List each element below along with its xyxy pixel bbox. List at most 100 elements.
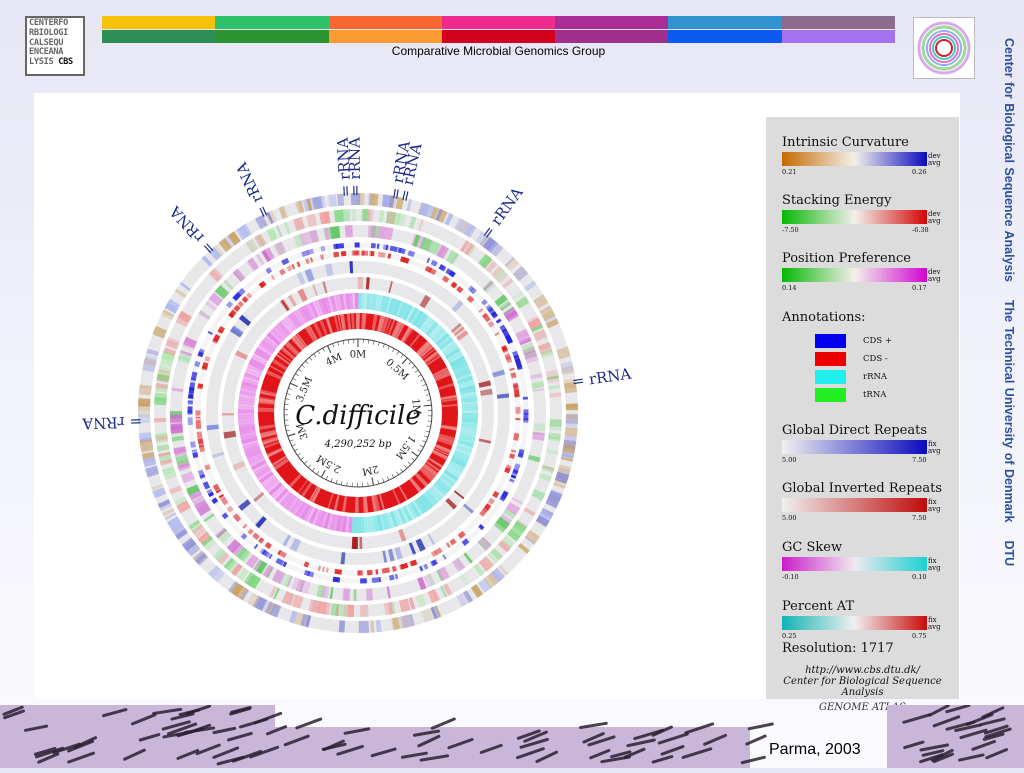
ring-segment: [547, 467, 548, 471]
ring-segment: [203, 314, 205, 317]
ring-segment: [402, 493, 404, 494]
ring-segment: [529, 510, 531, 513]
ring-segment: [375, 503, 378, 504]
ring-segment: [431, 328, 433, 330]
ring-segment: [210, 332, 211, 334]
ring-segment: [323, 519, 326, 520]
ring-segment: [158, 328, 161, 336]
legend-max: 0.26: [912, 168, 926, 176]
ring-segment: [511, 505, 515, 512]
ring-segment: [182, 503, 186, 510]
ring-segment: [302, 620, 309, 622]
strip-tile: [887, 705, 1024, 768]
ring-segment: [388, 256, 391, 257]
ring-segment: [430, 595, 437, 598]
ring-segment: [291, 616, 296, 617]
scale-tick: [285, 425, 289, 426]
ring-segment: [403, 514, 406, 515]
ring-segment: [248, 433, 249, 436]
scale-tick: [422, 441, 426, 443]
ring-segment: [441, 338, 443, 341]
annotation-swatch: [815, 370, 846, 384]
ring-segment: [376, 302, 379, 303]
scale-tick: [412, 366, 415, 369]
ring-segment: [297, 264, 299, 265]
ring-segment: [420, 568, 423, 569]
ring-segment: [151, 468, 152, 470]
legend-section-title: Intrinsic Curvature: [782, 135, 909, 150]
ring-segment: [205, 482, 208, 488]
ring-segment: [452, 352, 454, 355]
ring-segment: [445, 481, 447, 484]
ring-segment: [459, 533, 464, 537]
ring-segment: [150, 359, 151, 365]
ring-segment: [267, 253, 272, 256]
ring-segment: [466, 595, 470, 597]
ring-segment: [224, 514, 227, 518]
ring-segment: [439, 336, 441, 338]
ring-segment: [266, 544, 271, 547]
ring-segment: [334, 522, 337, 523]
ring-segment: [199, 432, 200, 439]
ring-segment: [423, 614, 432, 617]
ring-segment: [218, 490, 219, 492]
ring-segment: [285, 498, 288, 500]
ring-segment: [290, 322, 293, 324]
ring-segment: [445, 343, 447, 346]
rrna-label: = rRNA: [477, 184, 527, 243]
ring-segment: [482, 542, 487, 547]
ring-segment: [310, 605, 318, 607]
ring-segment: [435, 332, 437, 334]
ring-segment: [292, 543, 298, 546]
ring-segment: [527, 344, 530, 352]
ring-segment: [255, 546, 257, 547]
ring-segment: [202, 475, 203, 478]
ring-segment: [414, 340, 415, 341]
ring-segment: [477, 568, 481, 571]
ring-segment: [210, 304, 212, 307]
legend-gradient-bar: [782, 557, 927, 571]
ring-segment: [301, 340, 303, 341]
ring-segment: [288, 267, 292, 269]
ring-segment: [229, 507, 232, 511]
scale-tick: [418, 375, 421, 377]
ring-segment: [296, 343, 298, 345]
ring-segment: [200, 557, 203, 560]
ring-segment: [308, 220, 316, 222]
ring-segment: [185, 286, 186, 288]
ring-segment: [452, 283, 456, 286]
scale-label: 0M: [350, 350, 367, 361]
ring-segment: [175, 488, 177, 493]
ring-segment: [323, 306, 326, 307]
ring-segment: [442, 449, 443, 450]
ring-segment: [274, 451, 275, 454]
ring-segment: [421, 321, 424, 323]
ring-segment: [267, 479, 269, 482]
ring-segment: [443, 340, 445, 343]
ring-segment: [252, 450, 253, 453]
ring-segment: [183, 464, 184, 467]
ring-segment: [457, 223, 460, 224]
ring-segment: [297, 206, 302, 208]
ring-segment: [317, 329, 320, 330]
ring-segment: [229, 432, 230, 438]
ring-segment: [163, 375, 164, 381]
ring-segment: [272, 591, 275, 592]
ring-segment: [194, 493, 197, 498]
ring-segment: [146, 442, 148, 452]
ring-segment: [198, 422, 199, 429]
ring-segment: [235, 306, 239, 310]
ring-segment: [271, 340, 273, 343]
ring-segment: [260, 357, 262, 360]
ring-segment: [315, 516, 318, 517]
ring-segment: [275, 488, 277, 490]
bacteria-strip: [0, 705, 1024, 768]
ring-segment: [172, 519, 177, 527]
ring-segment: [492, 557, 494, 559]
ring-segment: [490, 265, 494, 269]
scale-label: 0.5M: [383, 357, 410, 383]
ring-segment: [222, 498, 226, 504]
ring-segment: [538, 432, 539, 440]
ring-segment: [396, 219, 405, 221]
